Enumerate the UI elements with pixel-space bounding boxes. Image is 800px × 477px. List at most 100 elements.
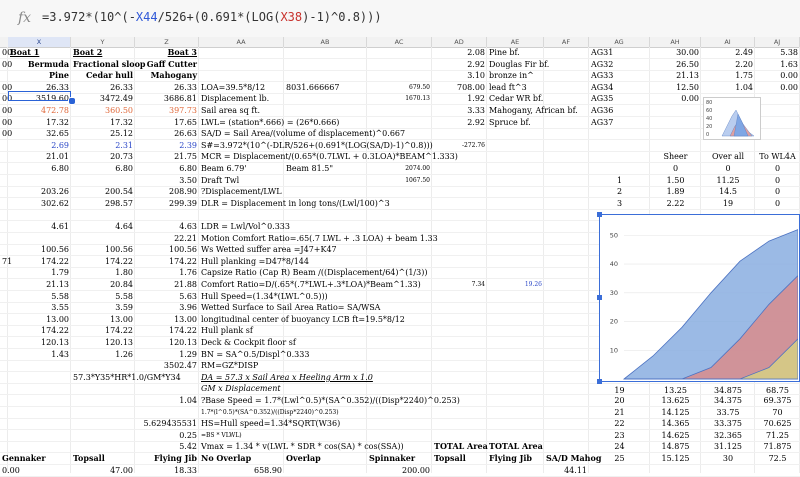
- cell-ae[interactable]: Spruce bf.: [489, 117, 531, 127]
- column-header-af[interactable]: AF: [544, 37, 589, 47]
- cell-w0[interactable]: 00: [2, 59, 12, 70]
- cell-y[interactable]: 20.84: [110, 280, 133, 289]
- cell-x[interactable]: 1.79: [51, 268, 69, 278]
- cell-y[interactable]: 26.33: [110, 82, 133, 92]
- cell-x[interactable]: 2.69: [51, 140, 69, 150]
- cell-z[interactable]: Flying Jib: [153, 453, 197, 463]
- cell-x[interactable]: 21.13: [46, 280, 69, 289]
- cell-aj[interactable]: 0.00: [780, 82, 798, 92]
- cell-aj[interactable]: 0: [774, 187, 781, 197]
- cell-ag[interactable]: AG31: [591, 48, 614, 57]
- cell-ad[interactable]: TOTAL Area: [434, 441, 488, 452]
- cell-ah[interactable]: 0: [672, 164, 679, 173]
- cell-ah[interactable]: 12.50: [676, 82, 699, 92]
- cell-aj[interactable]: 69.375: [763, 396, 792, 405]
- cell-ah[interactable]: 26.50: [676, 59, 699, 69]
- cell-x[interactable]: 174.22: [41, 256, 69, 266]
- cell-y[interactable]: 4.64: [115, 222, 133, 231]
- cell-aa[interactable]: DLR = Displacement in long tons/(Lwl/100…: [201, 198, 390, 208]
- cell-aj[interactable]: 72.5: [768, 454, 787, 463]
- cell-ad[interactable]: 7.34: [471, 281, 485, 288]
- cell-ad[interactable]: Topsall: [434, 453, 466, 463]
- cell-z[interactable]: 22.21: [174, 233, 197, 243]
- cell-z[interactable]: 3502.47: [163, 361, 197, 371]
- cell-y[interactable]: 57.3*Y35*HR*1.0/GM*Y34: [73, 372, 181, 382]
- cell-x[interactable]: 26.33: [46, 82, 69, 92]
- column-header-ah[interactable]: AH: [650, 37, 701, 47]
- cell-y[interactable]: 174.22: [105, 256, 133, 266]
- cell-aa[interactable]: Capsize Ratio (Cap R) Beam /((Displaceme…: [201, 268, 428, 278]
- cell-y[interactable]: 13.00: [110, 314, 133, 324]
- column-header-ab[interactable]: AB: [284, 37, 367, 47]
- cell-z[interactable]: 17.65: [174, 117, 197, 127]
- cell-ag[interactable]: 3: [616, 198, 623, 208]
- fill-handle[interactable]: [68, 97, 76, 105]
- cell-ai[interactable]: 34.375: [714, 396, 742, 405]
- cell-ag[interactable]: 22: [614, 419, 625, 429]
- cell-ah[interactable]: 2.22: [666, 198, 685, 208]
- cell-ah[interactable]: 15.125: [661, 454, 690, 463]
- cell-aj[interactable]: 0.00: [780, 71, 798, 81]
- cell-ai[interactable]: 33.75: [716, 407, 740, 417]
- cell-aj[interactable]: To WL4A: [759, 152, 796, 162]
- cell-aa[interactable]: Deck & Cockpit floor sf: [201, 338, 296, 347]
- cell-z[interactable]: 100.56: [169, 245, 197, 255]
- column-header-aa[interactable]: AA: [199, 37, 284, 47]
- cell-z[interactable]: 3686.81: [163, 94, 197, 104]
- cell-ae[interactable]: TOTAL Area: [489, 441, 543, 452]
- cell-y[interactable]: 47.00: [110, 465, 133, 475]
- cell-z[interactable]: 1.29: [179, 349, 197, 359]
- cell-x[interactable]: 4.61: [51, 222, 69, 231]
- cell-x[interactable]: 120.13: [41, 338, 69, 347]
- cell-w0[interactable]: 71: [2, 256, 12, 267]
- cell-ae[interactable]: bronze in^: [489, 71, 534, 81]
- column-header-ag[interactable]: AG: [589, 37, 650, 47]
- cell-aa[interactable]: =BS * VLWL): [201, 431, 242, 439]
- cell-aj[interactable]: 70: [772, 407, 783, 417]
- cell-ai[interactable]: 30: [722, 454, 734, 463]
- cell-af[interactable]: SA/D Mahog: [546, 453, 602, 463]
- cell-z[interactable]: 1.76: [179, 268, 197, 278]
- cell-ah[interactable]: 14.125: [661, 407, 690, 417]
- cell-x[interactable]: 21.01: [46, 152, 69, 162]
- cell-y[interactable]: 360.50: [105, 106, 133, 115]
- column-header-x[interactable]: X: [8, 37, 71, 47]
- cell-z[interactable]: 6.80: [179, 164, 197, 173]
- cell-w0[interactable]: 00: [2, 82, 12, 93]
- cell-ae[interactable]: Douglas Fir bf.: [489, 59, 550, 69]
- cell-y[interactable]: 3.59: [115, 303, 133, 313]
- cell-aa[interactable]: S#=3.972*(10^(-DLR/526+(0.691*(LOG(SA/D)…: [201, 140, 433, 150]
- cell-y[interactable]: 25.12: [110, 129, 133, 139]
- cell-y[interactable]: 5.58: [115, 291, 133, 301]
- cell-ad[interactable]: 1.92: [467, 94, 485, 104]
- cell-w0[interactable]: 0.00: [2, 465, 20, 475]
- cell-aa[interactable]: Vmax = 1.34 * v(LWL * SDR * cos(SA) * co…: [201, 442, 404, 452]
- selected-cell[interactable]: [8, 91, 71, 101]
- cell-aj[interactable]: 68.75: [766, 386, 789, 396]
- resize-handle-left[interactable]: [597, 295, 602, 300]
- cell-ah[interactable]: 1.50: [666, 175, 685, 185]
- cell-z[interactable]: 5.629435531: [143, 419, 197, 429]
- cell-aj[interactable]: 71.875: [763, 442, 792, 452]
- cell-z[interactable]: 0.25: [179, 430, 197, 440]
- cell-ag[interactable]: 2: [616, 187, 623, 197]
- cell-ag[interactable]: AG37: [591, 117, 614, 127]
- cell-y[interactable]: 1.26: [115, 349, 133, 359]
- cell-aa[interactable]: ?Displacement/LWL: [201, 187, 282, 197]
- cell-ag[interactable]: 19: [614, 386, 625, 396]
- cell-x[interactable]: 100.56: [41, 245, 69, 255]
- cell-aa[interactable]: Comfort Ratio=D/(.65*(.7*LWL+.3*LOA)*Bea…: [201, 280, 421, 289]
- cell-aj[interactable]: 70.625: [763, 419, 792, 429]
- cell-ag[interactable]: 1: [616, 175, 623, 185]
- cell-z[interactable]: 174.22: [169, 256, 197, 266]
- cell-x[interactable]: 6.80: [51, 164, 69, 173]
- cell-x[interactable]: 17.32: [46, 117, 69, 127]
- cell-ae[interactable]: lead ft^3: [489, 82, 527, 92]
- cell-aa[interactable]: ?Base Speed = 1.7*(Lwl^0.5)*(SA^0.352)/(…: [201, 396, 460, 405]
- cell-ai[interactable]: 0: [725, 164, 731, 173]
- cell-z[interactable]: 174.22: [169, 326, 197, 336]
- cell-z[interactable]: 21.88: [174, 280, 197, 289]
- cell-y[interactable]: 100.56: [105, 245, 133, 255]
- cell-z[interactable]: 208.90: [169, 187, 197, 197]
- cell-z[interactable]: Boat 3: [167, 47, 197, 57]
